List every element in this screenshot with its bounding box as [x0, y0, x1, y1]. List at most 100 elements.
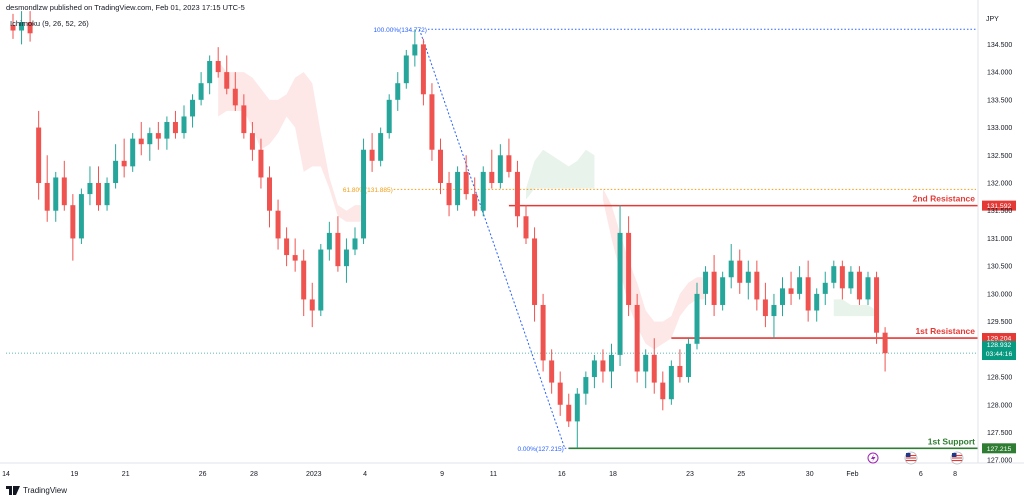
fib-level-label: 0.00%(127.215) [517, 446, 563, 453]
candle [729, 244, 734, 288]
candle [498, 144, 503, 188]
candle [771, 294, 776, 338]
candle [515, 161, 520, 228]
candle-body [746, 272, 751, 283]
candle [87, 166, 92, 205]
candle-body [549, 360, 554, 382]
candle [361, 139, 366, 244]
x-tick-label: 14 [2, 471, 10, 478]
candle-body [164, 122, 169, 139]
candle-body [626, 233, 631, 305]
y-tick-label: 129.500 [987, 319, 1012, 326]
candle [866, 272, 871, 305]
candle-body [147, 133, 152, 144]
candle-body [883, 333, 888, 354]
event-us-flag-icon [905, 452, 917, 464]
x-tick-label: 19 [71, 471, 79, 478]
candle-body [609, 355, 614, 372]
candle [378, 128, 383, 167]
candle [421, 39, 426, 106]
candle [301, 250, 306, 317]
x-tick-label: 26 [199, 471, 207, 478]
candle-body [62, 177, 67, 205]
candle-body [335, 233, 340, 266]
candle-body [199, 83, 204, 100]
candle [190, 94, 195, 127]
candle-body [301, 261, 306, 300]
candle [763, 283, 768, 327]
candle [541, 294, 546, 372]
level-value-text: 127.215 [987, 446, 1012, 453]
events-layer [868, 452, 963, 464]
candle-body [763, 299, 768, 316]
candle [481, 166, 486, 216]
candle-body [258, 150, 263, 178]
candle-body [421, 44, 426, 94]
candle [635, 294, 640, 383]
x-tick-label: 2023 [306, 471, 322, 478]
candle [455, 166, 460, 210]
indicator-legend[interactable]: Ichimoku (9, 26, 52, 26) [10, 19, 89, 28]
candle [139, 122, 144, 155]
candle-body [814, 294, 819, 311]
candle-body [438, 150, 443, 183]
candle [840, 261, 845, 300]
candle [310, 283, 315, 327]
candle [62, 161, 67, 211]
candle [164, 116, 169, 149]
candle [130, 133, 135, 172]
event-lightning-icon [868, 453, 878, 463]
candle-body [660, 383, 665, 400]
candle [746, 261, 751, 300]
candle [575, 388, 580, 448]
candle-body [592, 360, 597, 377]
tradingview-logo[interactable]: TradingView [6, 486, 67, 495]
fib-level-label: 100.00%(134.772) [373, 27, 427, 34]
candle-body [848, 272, 853, 289]
candle [797, 266, 802, 299]
x-tick-label: 30 [806, 471, 814, 478]
candle [566, 394, 571, 427]
candle [592, 355, 597, 388]
candle-body [481, 172, 486, 211]
candle-body [139, 139, 144, 145]
candle [45, 155, 50, 222]
candle-body [318, 250, 323, 311]
candle [79, 189, 84, 244]
level-label: 1st Support [928, 436, 975, 446]
x-tick-label: 21 [122, 471, 130, 478]
candle-body [677, 366, 682, 377]
candle [207, 55, 212, 94]
candle [70, 194, 75, 261]
fib-level-label: 61.80%(131.885) [343, 187, 393, 194]
candle [669, 360, 674, 404]
candle-body [412, 44, 417, 55]
candle-body [464, 172, 469, 194]
y-tick-label: 130.000 [987, 291, 1012, 298]
candle-body [823, 283, 828, 294]
x-tick-label: 23 [686, 471, 694, 478]
flag-canton [906, 453, 911, 457]
currency-label: JPY [986, 16, 999, 23]
candle [353, 227, 358, 255]
x-tick-label: Feb [846, 471, 858, 478]
candle [36, 111, 41, 200]
candle-body [840, 266, 845, 288]
candle [583, 372, 588, 405]
candle-body [806, 277, 811, 310]
cloud-bullish-2 [834, 299, 877, 316]
candle-body [241, 105, 246, 133]
candle [848, 266, 853, 294]
candle [412, 29, 417, 66]
candle-body [532, 238, 537, 305]
candle [524, 205, 529, 244]
candle-body [130, 139, 135, 167]
candle-body [361, 150, 366, 239]
candle-body [874, 277, 879, 332]
candle-body [515, 172, 520, 216]
candle [472, 177, 477, 216]
candle-body [703, 272, 708, 294]
candle [335, 216, 340, 271]
candle [327, 222, 332, 261]
